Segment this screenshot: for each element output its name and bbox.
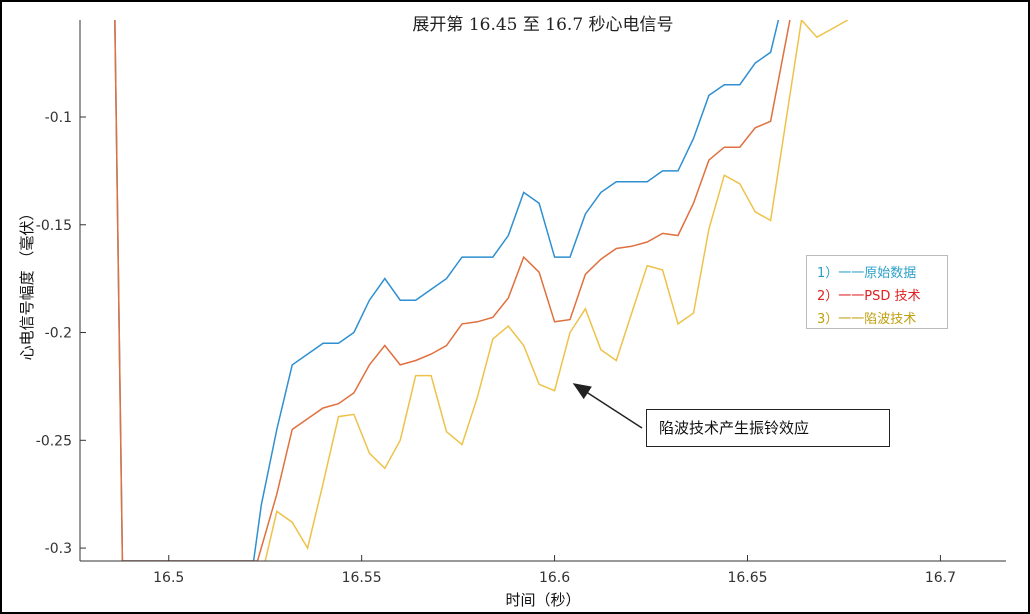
axes-layer: 16.5 16.55 16.6 16.65 16.7 -0.1 -0.15 -0.2 -0.25… [36, 20, 1006, 586]
x-tick-label: 16.7 [925, 570, 956, 586]
annotation-text: 陷波技术产生振铃效应 [659, 419, 810, 437]
annotation-box: 陷波技术产生振铃效应 [646, 409, 890, 447]
legend-entry-notch: 3）一一陷波技术 [817, 312, 917, 327]
y-tick-label: -0.25 [36, 433, 72, 449]
y-tick-label: -0.3 [45, 541, 72, 557]
legend: 1）一一原始数据 2）一一PSD 技术 3）一一陷波技术 [806, 255, 948, 329]
y-tick-label: -0.15 [36, 218, 72, 234]
x-tick-label: 16.65 [727, 570, 767, 586]
legend-entry-raw-data: 1）一一原始数据 [817, 266, 917, 281]
annotation-arrow [572, 383, 643, 429]
y-tick-label: -0.1 [45, 110, 72, 126]
y-tick-label: -0.2 [45, 326, 72, 342]
chart-title: 展开第 16.45 至 16.7 秒心电信号 [412, 15, 674, 35]
legend-entry-psd: 2）一一PSD 技术 [817, 289, 921, 304]
annotation-layer [572, 383, 643, 429]
x-tick-label: 16.6 [539, 570, 570, 586]
x-tick-label: 16.5 [153, 570, 184, 586]
x-axis-label: 时间（秒） [505, 591, 581, 609]
series-line-psd [114, 20, 791, 561]
series-line-raw-data [114, 20, 780, 561]
x-tick-label: 16.55 [342, 570, 382, 586]
series-layer [114, 20, 849, 561]
y-axis-label: 心电信号幅度 （毫伏） [18, 205, 36, 361]
series-line-notch [264, 20, 849, 561]
